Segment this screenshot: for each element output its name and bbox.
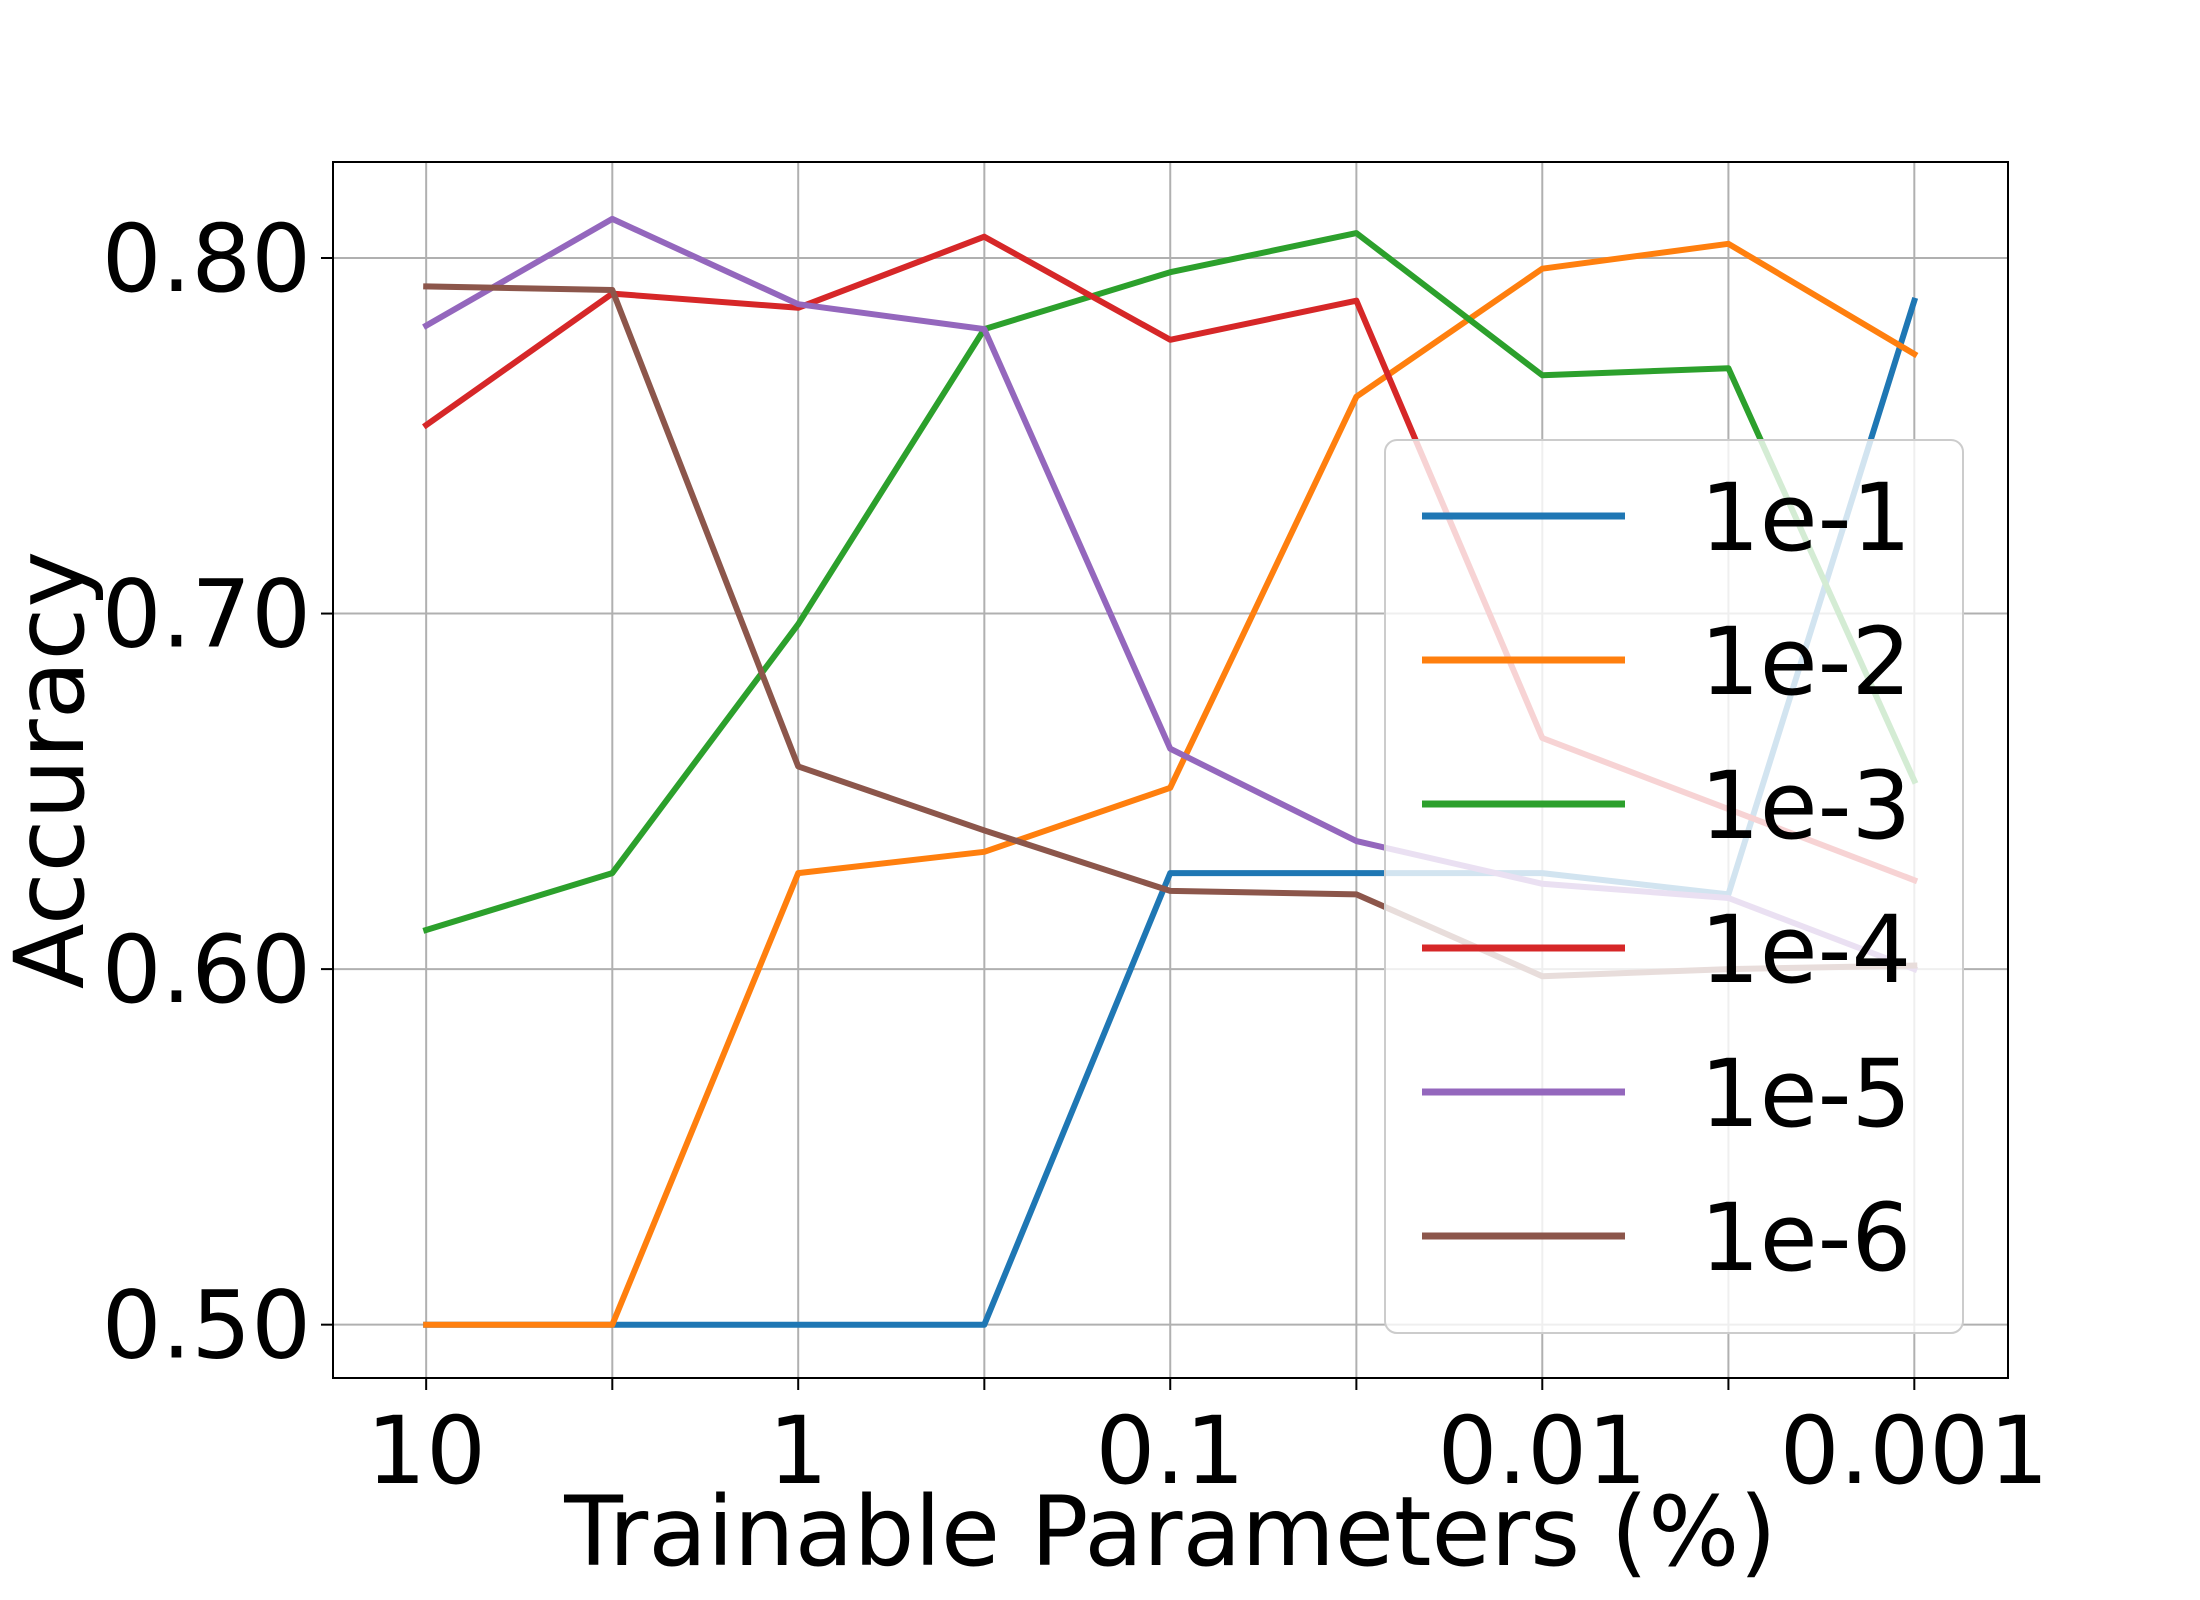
legend-label: 1e-6 [1700,1184,1911,1293]
y-tick-label: 0.70 [102,561,311,670]
legend-label: 1e-5 [1700,1040,1911,1149]
x-tick-label: 1 [768,1397,828,1506]
legend-label: 1e-4 [1700,896,1911,1005]
legend-label: 1e-1 [1700,464,1911,573]
x-axis-ticks: 10 1 0.1 0.01 0.001 [366,1378,2049,1506]
x-tick-label: 0.1 [1095,1397,1245,1506]
legend: 1e-1 1e-2 1e-3 1e-4 1e-5 1e-6 [1384,439,1964,1334]
y-axis-title: Accuracy [0,551,106,989]
y-tick-label: 0.50 [102,1272,311,1381]
x-tick-label: 10 [366,1397,486,1506]
series-line-1e-2 [423,240,1919,1328]
x-axis-title: Trainable Parameters (%) [563,1476,1776,1588]
y-tick-label: 0.80 [102,205,311,314]
series-line-1e-3 [422,230,1919,934]
y-tick-label: 0.60 [102,916,311,1025]
x-tick-label: 0.001 [1780,1397,2049,1506]
legend-label: 1e-2 [1700,608,1911,717]
y-axis-ticks: 0.50 0.60 0.70 0.80 [102,205,333,1381]
legend-label: 1e-3 [1700,752,1911,861]
x-tick-label: 0.01 [1438,1397,1647,1506]
